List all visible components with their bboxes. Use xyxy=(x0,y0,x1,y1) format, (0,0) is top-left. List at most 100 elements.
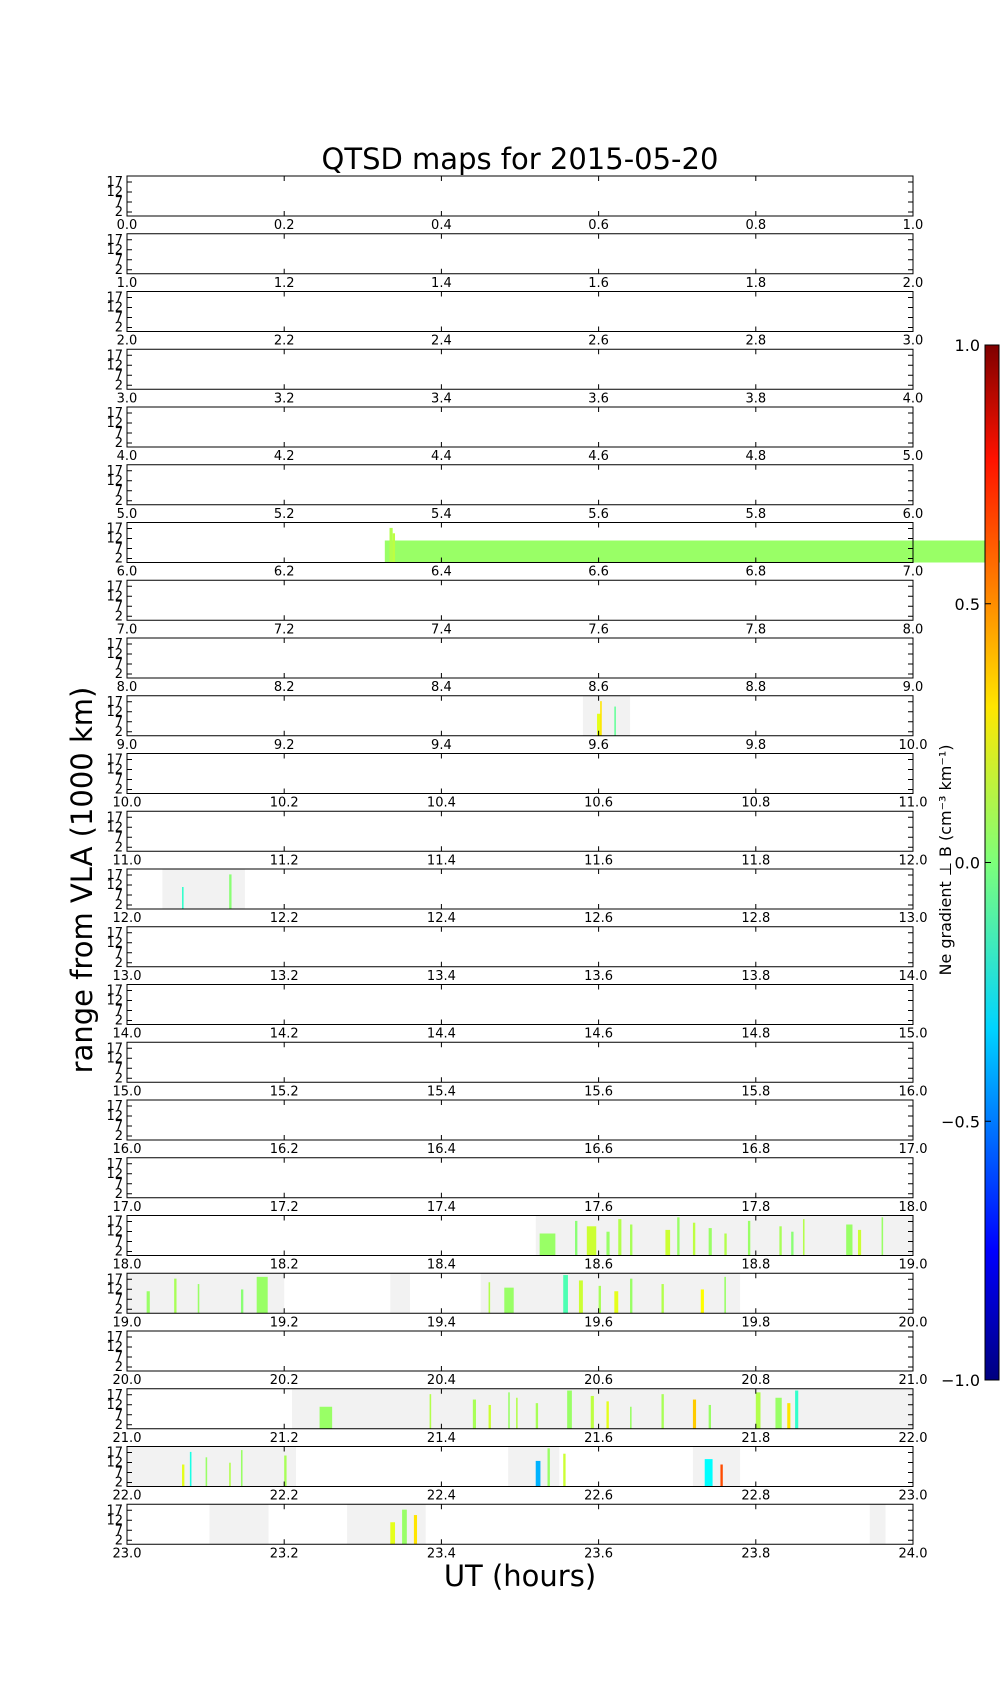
x-tick-label: 20.6 xyxy=(584,1373,613,1388)
x-axis-label: UT (hours) xyxy=(444,1559,596,1593)
x-tick-label: 7.6 xyxy=(588,622,609,637)
panel-frame xyxy=(126,406,914,448)
coverage-region xyxy=(162,869,245,909)
gradient-feature xyxy=(240,1450,243,1487)
y-tick-label: 7 xyxy=(115,830,123,845)
y-tick-label: 2 xyxy=(115,898,123,913)
gradient-feature xyxy=(846,1224,853,1256)
y-tick-label: 7 xyxy=(115,1466,123,1481)
x-tick-label: 15.8 xyxy=(741,1084,770,1099)
panel-frame xyxy=(126,984,914,1025)
x-tick-label: 8.0 xyxy=(903,622,924,637)
x-tick-label: 21.4 xyxy=(427,1431,456,1446)
gradient-feature xyxy=(174,1278,177,1314)
panel-frame xyxy=(126,1330,914,1372)
y-tick-label: 7 xyxy=(115,1119,123,1134)
x-tick-label: 7.2 xyxy=(274,622,295,637)
x-tick-label: 19.0 xyxy=(899,1258,928,1273)
y-tick-label: 7 xyxy=(115,1408,123,1423)
y-tick-label: 2 xyxy=(115,1533,123,1548)
y-tick-label: 7 xyxy=(115,1004,123,1019)
gradient-feature xyxy=(614,1291,619,1314)
x-tick-label: 3.4 xyxy=(431,391,452,406)
x-tick-label: 16.0 xyxy=(899,1084,928,1099)
y-tick-label: 17 xyxy=(106,348,123,363)
x-tick-label: 20.2 xyxy=(270,1373,299,1388)
y-tick-label: 12 xyxy=(106,243,123,258)
x-tick-label: 7.0 xyxy=(117,622,138,637)
y-tick-label: 2 xyxy=(115,1245,123,1260)
x-tick-label: 8.8 xyxy=(745,680,766,695)
panel-frame xyxy=(126,926,914,968)
x-tick-label: 22.0 xyxy=(113,1489,142,1504)
x-tick-label: 0.0 xyxy=(117,218,138,233)
x-tick-label: 10.0 xyxy=(899,738,928,753)
y-tick-label: 12 xyxy=(106,878,123,893)
x-tick-label: 12.0 xyxy=(899,853,928,868)
y-tick-label: 17 xyxy=(106,810,123,825)
gradient-feature xyxy=(508,1392,510,1429)
y-tick-label: 2 xyxy=(115,1187,123,1202)
y-tick-label: 17 xyxy=(106,579,123,594)
x-tick-label: 20.4 xyxy=(427,1373,456,1388)
gradient-feature xyxy=(240,1289,244,1314)
gradient-feature xyxy=(319,1406,333,1429)
gradient-feature xyxy=(567,1390,572,1429)
gradient-feature xyxy=(791,1231,794,1256)
y-tick-label: 17 xyxy=(106,926,123,941)
colorbar-tick-label: −0.5 xyxy=(941,1112,980,1131)
x-tick-label: 4.4 xyxy=(431,449,452,464)
panel-frame xyxy=(126,1099,914,1141)
y-tick-label: 2 xyxy=(115,725,123,740)
gradient-feature xyxy=(755,1392,761,1429)
x-tick-label: 1.6 xyxy=(588,276,609,291)
x-tick-label: 3.2 xyxy=(274,391,295,406)
y-tick-label: 2 xyxy=(115,378,123,393)
coverage-region xyxy=(127,1446,296,1487)
x-tick-label: 19.0 xyxy=(113,1315,142,1330)
x-tick-label: 7.8 xyxy=(745,622,766,637)
x-tick-label: 15.0 xyxy=(899,1027,928,1042)
y-tick-label: 12 xyxy=(106,1282,123,1297)
panel-frame xyxy=(126,464,914,506)
y-tick-label: 17 xyxy=(106,522,123,537)
gradient-feature xyxy=(600,701,602,736)
gradient-feature xyxy=(563,1453,566,1487)
x-tick-label: 11.8 xyxy=(741,853,770,868)
x-tick-label: 14.8 xyxy=(741,1027,770,1042)
y-tick-label: 17 xyxy=(106,406,123,421)
y-axis-label: range from VLA (1000 km) xyxy=(65,687,99,1074)
x-tick-label: 12.2 xyxy=(270,911,299,926)
y-tick-label: 17 xyxy=(106,1272,123,1287)
x-tick-label: 8.4 xyxy=(431,680,452,695)
x-tick-label: 4.8 xyxy=(745,449,766,464)
x-tick-label: 13.4 xyxy=(427,969,456,984)
coverage-region xyxy=(582,695,631,736)
x-tick-label: 12.6 xyxy=(584,911,613,926)
y-tick-label: 2 xyxy=(115,1476,123,1491)
y-tick-label: 7 xyxy=(115,657,123,672)
panel-frame xyxy=(126,1272,914,1314)
x-tick-label: 2.2 xyxy=(274,334,295,349)
y-tick-label: 2 xyxy=(115,552,123,567)
panel-frame xyxy=(126,753,914,794)
y-tick-label: 17 xyxy=(106,984,123,999)
x-tick-label: 11.2 xyxy=(270,853,299,868)
x-tick-label: 8.0 xyxy=(117,680,138,695)
gradient-feature xyxy=(704,1459,713,1487)
gradient-feature xyxy=(578,1280,583,1314)
coverage-region xyxy=(209,1504,269,1545)
gradient-feature xyxy=(720,1464,723,1487)
x-tick-label: 14.2 xyxy=(270,1027,299,1042)
gradient-feature xyxy=(779,1226,782,1256)
